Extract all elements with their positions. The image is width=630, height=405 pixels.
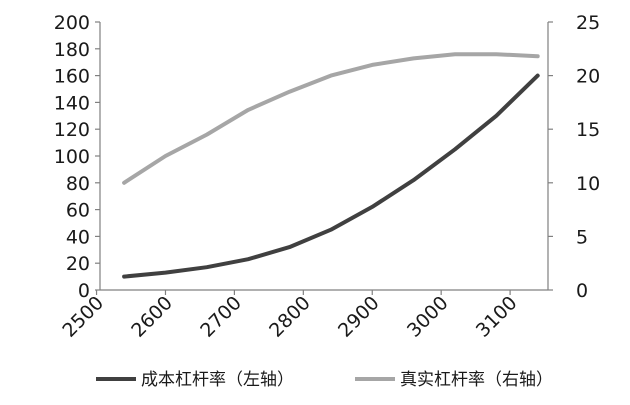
right-tick-label: 15 bbox=[576, 119, 600, 141]
right-tick-label: 20 bbox=[576, 66, 600, 88]
right-tick-label: 5 bbox=[576, 226, 588, 248]
left-tick-label: 60 bbox=[66, 200, 90, 222]
x-tick-label: 2900 bbox=[334, 292, 384, 342]
left-tick-label: 160 bbox=[54, 66, 90, 88]
right-tick-label: 0 bbox=[576, 280, 588, 302]
left-tick-label: 20 bbox=[66, 253, 90, 275]
x-tick-label: 2700 bbox=[196, 292, 246, 342]
series-line-1 bbox=[122, 73, 540, 279]
legend-label-2: 真实杠杆率（右轴） bbox=[400, 370, 553, 390]
right-tick-label: 10 bbox=[576, 173, 600, 195]
left-tick-label: 200 bbox=[54, 12, 90, 34]
x-tick-label: 2600 bbox=[127, 292, 177, 342]
x-tick-label: 2800 bbox=[265, 292, 315, 342]
right-tick-label: 25 bbox=[576, 12, 600, 34]
legend-label-1: 成本杠杆率（左轴） bbox=[141, 370, 294, 390]
left-tick-label: 0 bbox=[78, 280, 90, 302]
left-tick-label: 140 bbox=[54, 92, 90, 114]
left-tick-label: 180 bbox=[54, 39, 90, 61]
left-tick-label: 40 bbox=[66, 226, 90, 248]
series-line-2 bbox=[122, 52, 540, 185]
x-tick-label: 3000 bbox=[403, 292, 453, 342]
left-tick-label: 80 bbox=[66, 173, 90, 195]
left-tick-label: 100 bbox=[54, 146, 90, 168]
x-tick-label: 3100 bbox=[472, 292, 522, 342]
left-tick-label: 120 bbox=[54, 119, 90, 141]
